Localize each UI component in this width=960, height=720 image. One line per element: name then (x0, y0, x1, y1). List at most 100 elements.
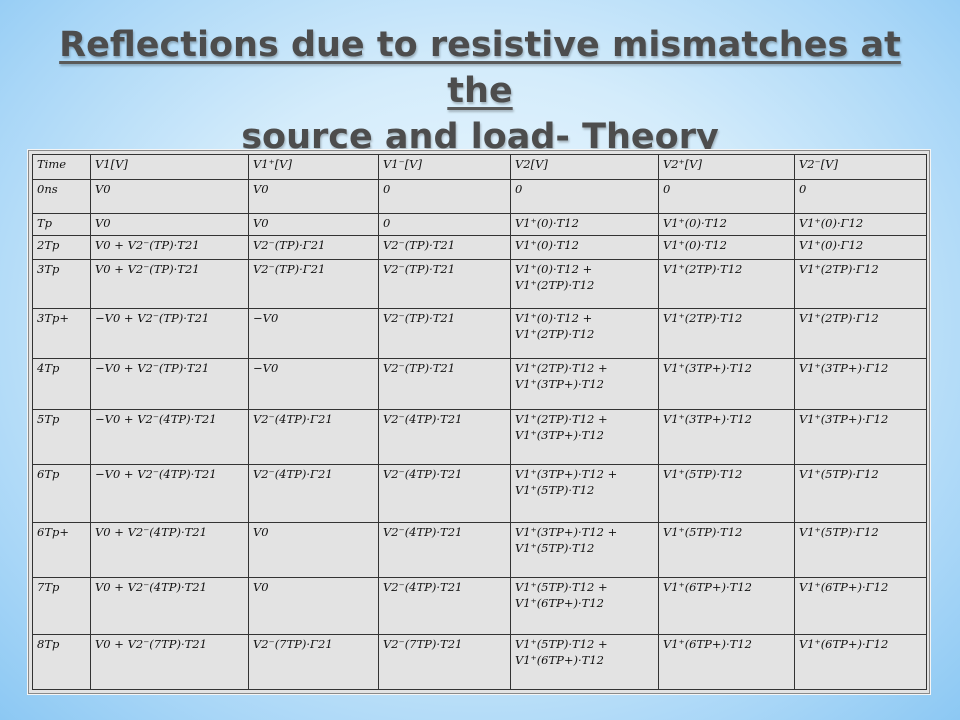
table-cell: V2⁻(TP)·T21 (378, 235, 511, 260)
table-cell: V1⁺(0)·T12 + V1⁺(2TP)·T12 (510, 258, 659, 309)
table-cell: V1⁺(0)·Γ12 (794, 212, 927, 237)
cell-line: V1⁺(5TP)·T12 (515, 540, 595, 555)
time-cell: 5Tp (32, 408, 91, 466)
table-cell: V2⁻(4TP)·Γ21 (248, 464, 379, 523)
table-cell: V1⁺(6TP+)·T12 (658, 634, 795, 690)
table-cell: −V0 (248, 307, 379, 360)
cell-line: V1⁺(3TP+)·T12 + (515, 467, 618, 482)
table-cell: V1⁺(5TP)·T12 + V1⁺(6TP+)·T12 (510, 634, 659, 690)
table-cell: 0 (794, 178, 927, 214)
table-row: 8Tp V0 + V2⁻(7TP)·T21 V2⁻(7TP)·Γ21 V2⁻(7TP)… (32, 634, 927, 690)
table-row: 2Tp V0 + V2⁻(TP)·T21 V2⁻(TP)·Γ21 V2⁻(TP)·T2… (32, 235, 927, 260)
table-header-cell: Time (32, 154, 91, 180)
cell-line: V1⁺(3TP+)·T12 + (515, 524, 618, 539)
table-cell: V1⁺(3TP+)·T12 (658, 358, 795, 410)
table-cell: −V0 + V2⁻(TP)·T21 (90, 358, 249, 410)
table-cell: V0 + V2⁻(TP)·T21 (90, 235, 249, 260)
table-cell: V1⁺(3TP+)·T12 + V1⁺(5TP)·T12 (510, 464, 659, 523)
table-cell: V0 (248, 212, 379, 237)
table-cell: V0 (248, 521, 379, 578)
slide-title-line-1: Reflections due to resistive mismatches … (59, 25, 901, 111)
table-cell: V1⁺(2TP)·T12 + V1⁺(3TP+)·T12 (510, 358, 659, 410)
table-cell: V0 (248, 178, 379, 214)
time-cell: 3Tp+ (32, 307, 91, 360)
table-frame: Time V1[V] V1⁺[V] V1⁻[V] V2[V] V2⁺[V] V2⁻[V] 0n… (28, 150, 930, 694)
table-cell: V1⁺(5TP)·T12 (658, 521, 795, 578)
time-cell: 3Tp (32, 258, 91, 309)
table-cell: V1⁺(3TP+)·T12 (658, 408, 795, 466)
table-cell: 0 (510, 178, 659, 214)
cell-line: V1⁺(6TP+)·T12 (515, 653, 604, 668)
table-cell: V1⁺(2TP)·T12 + V1⁺(3TP+)·T12 (510, 408, 659, 466)
table-cell: V1⁺(6TP+)·T12 (658, 576, 795, 636)
table-header-cell: V2[V] (510, 154, 659, 180)
cell-line: V1⁺(2TP)·T12 (515, 277, 595, 292)
table-row: 4Tp −V0 + V2⁻(TP)·T21 −V0 V2⁻(TP)·T21 V1⁺(2T… (32, 358, 927, 410)
table-cell: V0 (90, 178, 249, 214)
table-cell: −V0 + V2⁻(4TP)·T21 (90, 408, 249, 466)
table-row: 0ns V0 V0 0 0 0 0 (32, 178, 927, 214)
cell-line: V1⁺(6TP+)·T12 (515, 595, 604, 610)
table-row: 6Tp −V0 + V2⁻(4TP)·T21 V2⁻(4TP)·Γ21 V2⁻(4TP… (32, 464, 927, 523)
table-cell: V1⁺(3TP+)·T12 + V1⁺(5TP)·T12 (510, 521, 659, 578)
table-row: Tp V0 V0 0 V1⁺(0)·T12 V1⁺(0)·T12 V1⁺(0)·Γ12 (32, 212, 927, 237)
cell-line: V1⁺(3TP+)·T12 (515, 377, 604, 392)
table-row: 3Tp V0 + V2⁻(TP)·T21 V2⁻(TP)·Γ21 V2⁻(TP)·T2… (32, 258, 927, 309)
table-cell: V2⁻(4TP)·Γ21 (248, 408, 379, 466)
table-cell: V0 (90, 212, 249, 237)
cell-line: V1⁺(2TP)·T12 (515, 326, 595, 341)
table-cell: V1⁺(5TP)·Γ12 (794, 521, 927, 578)
table-cell: V1⁺(5TP)·T12 + V1⁺(6TP+)·T12 (510, 576, 659, 636)
table-row: 6Tp+ V0 + V2⁻(4TP)·T21 V0 V2⁻(4TP)·T21 V1⁺(3… (32, 521, 927, 578)
table-row: 5Tp −V0 + V2⁻(4TP)·T21 V2⁻(4TP)·Γ21 V2⁻(4TP… (32, 408, 927, 466)
table-cell: V1⁺(0)·T12 (510, 212, 659, 237)
table-cell: V1⁺(5TP)·Γ12 (794, 464, 927, 523)
table-cell: V2⁻(TP)·T21 (378, 258, 511, 309)
table-cell: V1⁺(6TP+)·Γ12 (794, 634, 927, 690)
table-cell: V2⁻(4TP)·T21 (378, 408, 511, 466)
table-cell: V1⁺(0)·T12 (510, 235, 659, 260)
time-cell: 0ns (32, 178, 91, 214)
time-cell: 8Tp (32, 634, 91, 690)
cell-line: V1⁺(0)·T12 + (515, 261, 593, 276)
table-cell: V2⁻(TP)·T21 (378, 358, 511, 410)
table-header-cell: V2⁺[V] (658, 154, 795, 180)
table-cell: V1⁺(5TP)·T12 (658, 464, 795, 523)
table-cell: V1⁺(6TP+)·Γ12 (794, 576, 927, 636)
table-cell: V1⁺(0)·Γ12 (794, 235, 927, 260)
cell-line: V1⁺(2TP)·T12 + (515, 361, 608, 376)
slide-title: Reflections due to resistive mismatches … (40, 22, 920, 160)
time-cell: 4Tp (32, 358, 91, 410)
table-cell: V1⁺(2TP)·Γ12 (794, 258, 927, 309)
table-cell: V0 + V2⁻(TP)·T21 (90, 258, 249, 309)
table-cell: V2⁻(4TP)·T21 (378, 464, 511, 523)
table-cell: −V0 (248, 358, 379, 410)
time-cell: 6Tp+ (32, 521, 91, 578)
table-cell: V1⁺(2TP)·Γ12 (794, 307, 927, 360)
table-header-row: Time V1[V] V1⁺[V] V1⁻[V] V2[V] V2⁺[V] V2⁻[V] (32, 154, 927, 180)
table-cell: −V0 + V2⁻(TP)·T21 (90, 307, 249, 360)
table-header-cell: V1⁺[V] (248, 154, 379, 180)
table-cell: V2⁻(TP)·Γ21 (248, 235, 379, 260)
table-header-cell: V1⁻[V] (378, 154, 511, 180)
time-cell: 6Tp (32, 464, 91, 523)
table-row: 3Tp+ −V0 + V2⁻(TP)·T21 −V0 V2⁻(TP)·T21 V1⁺(0… (32, 307, 927, 360)
table-header-cell: V2⁻[V] (794, 154, 927, 180)
table-cell: −V0 + V2⁻(4TP)·T21 (90, 464, 249, 523)
cell-line: V1⁺(3TP+)·T12 (515, 427, 604, 442)
table-cell: V2⁻(TP)·T21 (378, 307, 511, 360)
table-cell: V2⁻(4TP)·T21 (378, 576, 511, 636)
table-cell: V2⁻(7TP)·T21 (378, 634, 511, 690)
table-cell: V0 + V2⁻(7TP)·T21 (90, 634, 249, 690)
reflection-table: Time V1[V] V1⁺[V] V1⁻[V] V2[V] V2⁺[V] V2⁻[V] 0n… (32, 154, 927, 690)
time-cell: Tp (32, 212, 91, 237)
table-cell: 0 (378, 178, 511, 214)
time-cell: 7Tp (32, 576, 91, 636)
reflection-table-body: Time V1[V] V1⁺[V] V1⁻[V] V2[V] V2⁺[V] V2⁻[V] 0n… (32, 154, 927, 690)
table-cell: V1⁺(2TP)·T12 (658, 258, 795, 309)
table-cell: V2⁻(TP)·Γ21 (248, 258, 379, 309)
cell-line: V1⁺(2TP)·T12 + (515, 411, 608, 426)
table-header-cell: V1[V] (90, 154, 249, 180)
table-cell: V2⁻(4TP)·T21 (378, 521, 511, 578)
table-cell: V1⁺(0)·T12 (658, 212, 795, 237)
